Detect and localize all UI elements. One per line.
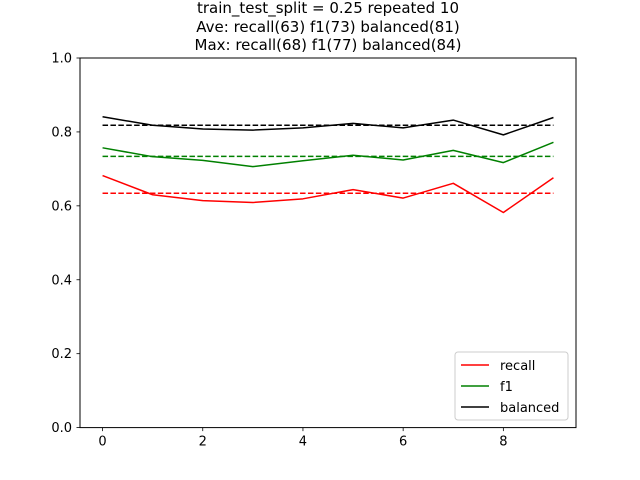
y-tick-label: 0.0: [51, 421, 72, 436]
series-line-balanced: [102, 116, 554, 136]
chart-title-line-3: Max: recall(68) f1(77) balanced(84): [195, 36, 462, 54]
series-line-recall: [102, 174, 554, 214]
chart-title-line-2: Ave: recall(63) f1(73) balanced(81): [196, 18, 459, 36]
x-tick-label: 2: [199, 435, 207, 450]
legend-box: [454, 351, 569, 421]
y-tick-label: 1.0: [51, 52, 72, 67]
legend: recall f1 balanced: [454, 351, 569, 421]
series-line-f1: [102, 141, 554, 168]
legend-label-balanced: balanced: [500, 401, 559, 416]
x-axis: 0 2 4 6 8: [98, 427, 507, 450]
y-tick-label: 0.6: [51, 199, 72, 214]
y-tick-label: 0.4: [51, 273, 72, 288]
series-lines: [102, 116, 554, 214]
y-tick-label: 0.2: [51, 347, 72, 362]
x-tick-label: 4: [299, 435, 307, 450]
y-tick-label: 0.8: [51, 125, 72, 140]
legend-label-f1: f1: [500, 380, 513, 395]
chart-title-line-1: train_test_split = 0.25 repeated 10: [197, 0, 459, 18]
y-axis: 0.0 0.2 0.4 0.6 0.8 1.0: [51, 52, 80, 436]
x-tick-label: 0: [98, 435, 106, 450]
legend-label-recall: recall: [500, 359, 535, 374]
plot-area-frame: [79, 57, 577, 429]
x-tick-label: 6: [399, 435, 407, 450]
x-tick-label: 8: [499, 435, 507, 450]
